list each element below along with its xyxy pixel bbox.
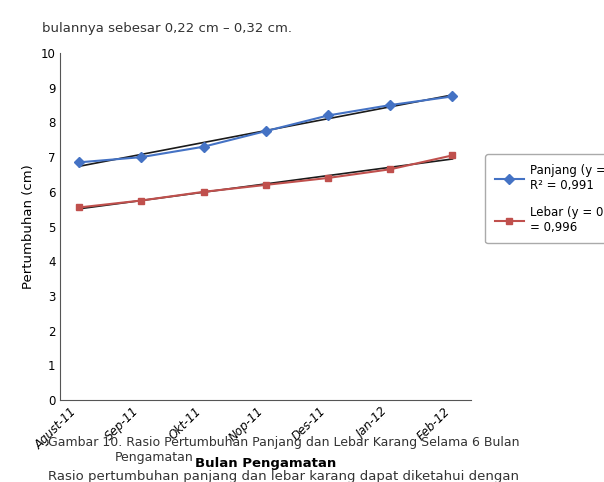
Y-axis label: Pertumbuhan (cm): Pertumbuhan (cm) xyxy=(22,164,35,289)
Panjang (y = 0,011x - 445,3)
R² = 0,991 xyxy=(200,144,207,149)
Legend: Panjang (y = 0,011x - 445,3)
R² = 0,991, Lebar (y = 0,008x - 328,7) R²
= 0,996: Panjang (y = 0,011x - 445,3) R² = 0,991,… xyxy=(485,154,604,243)
Text: Pengamatan: Pengamatan xyxy=(115,451,193,464)
Lebar (y = 0,008x - 328,7) R²
= 0,996 xyxy=(138,198,145,203)
Line: Lebar (y = 0,008x - 328,7) R²
= 0,996: Lebar (y = 0,008x - 328,7) R² = 0,996 xyxy=(76,152,456,211)
Lebar (y = 0,008x - 328,7) R²
= 0,996 xyxy=(324,175,332,181)
Panjang (y = 0,011x - 445,3)
R² = 0,991 xyxy=(138,154,145,160)
Lebar (y = 0,008x - 328,7) R²
= 0,996 xyxy=(76,204,83,210)
Text: Rasio pertumbuhan panjang dan lebar karang dapat diketahui dengan: Rasio pertumbuhan panjang dan lebar kara… xyxy=(48,470,519,482)
X-axis label: Bulan Pengamatan: Bulan Pengamatan xyxy=(195,457,336,470)
Lebar (y = 0,008x - 328,7) R²
= 0,996 xyxy=(262,182,269,188)
Panjang (y = 0,011x - 445,3)
R² = 0,991 xyxy=(449,94,456,99)
Lebar (y = 0,008x - 328,7) R²
= 0,996 xyxy=(449,152,456,158)
Text: bulannya sebesar 0,22 cm – 0,32 cm.: bulannya sebesar 0,22 cm – 0,32 cm. xyxy=(42,22,292,35)
Lebar (y = 0,008x - 328,7) R²
= 0,996 xyxy=(387,166,394,172)
Panjang (y = 0,011x - 445,3)
R² = 0,991 xyxy=(262,128,269,134)
Lebar (y = 0,008x - 328,7) R²
= 0,996 xyxy=(200,189,207,195)
Line: Panjang (y = 0,011x - 445,3)
R² = 0,991: Panjang (y = 0,011x - 445,3) R² = 0,991 xyxy=(76,93,456,166)
Panjang (y = 0,011x - 445,3)
R² = 0,991 xyxy=(387,102,394,108)
Panjang (y = 0,011x - 445,3)
R² = 0,991 xyxy=(76,160,83,165)
Text: Gambar 10. Rasio Pertumbuhan Panjang dan Lebar Karang Selama 6 Bulan: Gambar 10. Rasio Pertumbuhan Panjang dan… xyxy=(48,436,520,449)
Panjang (y = 0,011x - 445,3)
R² = 0,991 xyxy=(324,113,332,119)
